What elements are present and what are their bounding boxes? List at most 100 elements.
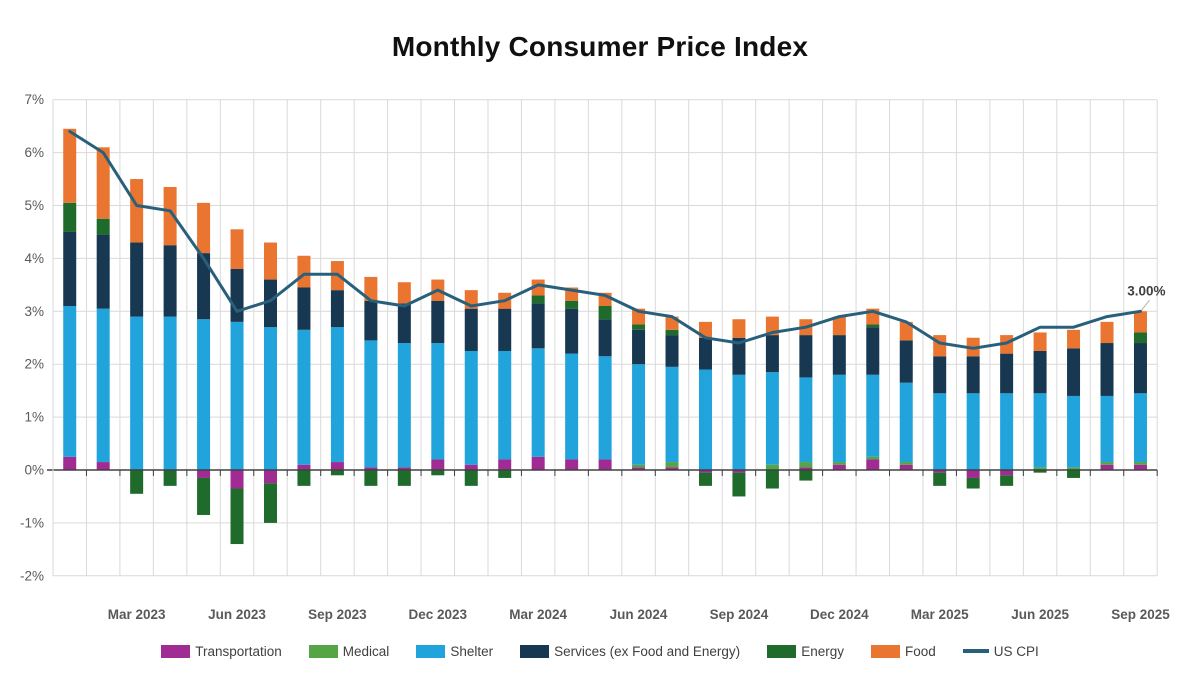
bar-apr-2025 xyxy=(966,337,980,489)
bar-jan-2024 xyxy=(464,290,478,486)
annotation-label: 3.00% xyxy=(1127,283,1165,298)
segment-food xyxy=(263,242,277,280)
legend-swatch-us-cpi xyxy=(962,649,989,653)
segment-services-ex-food-and-energy xyxy=(1000,353,1014,394)
segment-food xyxy=(230,229,244,269)
segment-food xyxy=(1033,332,1047,351)
y-tick-label: 5% xyxy=(24,198,44,213)
segment-services-ex-food-and-energy xyxy=(130,242,144,317)
segment-transportation xyxy=(933,470,947,473)
legend-item-services-ex-food-and-energy: Services (ex Food and Energy) xyxy=(520,644,740,659)
segment-transportation xyxy=(63,456,77,470)
segment-energy xyxy=(163,470,177,486)
segment-food xyxy=(1100,321,1114,344)
segment-food xyxy=(397,282,411,304)
segment-services-ex-food-and-energy xyxy=(866,327,880,375)
segment-transportation xyxy=(966,470,980,478)
bar-dec-2024 xyxy=(832,316,846,470)
legend-swatch-shelter xyxy=(416,644,446,658)
bar-mar-2024 xyxy=(531,279,545,470)
legend-label-shelter: Shelter xyxy=(450,643,494,659)
segment-shelter xyxy=(866,374,880,457)
segment-shelter xyxy=(498,350,512,460)
segment-energy xyxy=(565,300,579,309)
segment-shelter xyxy=(832,374,846,463)
y-tick-label: 3% xyxy=(24,304,44,319)
segment-energy xyxy=(364,470,378,486)
segment-services-ex-food-and-energy xyxy=(1033,350,1047,394)
x-tick-label: Sep 2024 xyxy=(710,607,769,622)
segment-transportation xyxy=(799,467,813,470)
bar-jul-2024 xyxy=(665,316,679,470)
legend-swatch-transportation xyxy=(161,644,191,658)
segment-shelter xyxy=(632,364,646,465)
segment-transportation xyxy=(96,462,110,470)
segment-energy xyxy=(498,470,512,478)
segment-services-ex-food-and-energy xyxy=(197,253,211,320)
segment-transportation xyxy=(832,464,846,470)
legend-item-food: Food xyxy=(870,644,936,659)
bar-feb-2024 xyxy=(498,292,512,478)
bar-feb-2023 xyxy=(96,147,110,470)
segment-shelter xyxy=(330,327,344,463)
legend-item-transportation: Transportation xyxy=(161,644,282,659)
segment-shelter xyxy=(698,369,712,470)
legend-label-services-ex-food-and-energy: Services (ex Food and Energy) xyxy=(554,643,741,659)
segment-shelter xyxy=(531,348,545,457)
segment-energy xyxy=(96,218,110,235)
legend-swatch-services-ex-food-and-energy xyxy=(520,644,550,658)
segment-medical xyxy=(899,462,913,465)
segment-transportation xyxy=(397,467,411,470)
segment-energy xyxy=(933,472,947,486)
segment-services-ex-food-and-energy xyxy=(832,335,846,375)
segment-medical xyxy=(1133,462,1147,465)
segment-shelter xyxy=(933,393,947,470)
segment-food xyxy=(531,279,545,296)
segment-services-ex-food-and-energy xyxy=(732,337,746,375)
segment-services-ex-food-and-energy xyxy=(565,308,579,354)
segment-shelter xyxy=(765,372,779,465)
y-tick-label: -1% xyxy=(20,515,44,530)
segment-transportation xyxy=(1133,464,1147,470)
legend-label-medical: Medical xyxy=(342,643,390,659)
bar-feb-2025 xyxy=(899,321,913,470)
bar-aug-2023 xyxy=(297,255,311,486)
segment-transportation xyxy=(197,470,211,478)
x-tick-label: Jun 2025 xyxy=(1011,607,1069,622)
segment-transportation xyxy=(665,467,679,470)
bar-dec-2023 xyxy=(431,279,445,476)
segment-services-ex-food-and-energy xyxy=(464,308,478,351)
segment-services-ex-food-and-energy xyxy=(665,335,679,367)
segment-energy xyxy=(63,202,77,232)
y-tick-label: 2% xyxy=(24,357,44,372)
segment-services-ex-food-and-energy xyxy=(263,279,277,328)
segment-services-ex-food-and-energy xyxy=(1100,343,1114,396)
segment-services-ex-food-and-energy xyxy=(163,245,177,317)
segment-energy xyxy=(1067,470,1081,478)
segment-shelter xyxy=(397,343,411,468)
segment-energy xyxy=(1133,332,1147,344)
legend-label-us-cpi: US CPI xyxy=(993,643,1039,659)
segment-services-ex-food-and-energy xyxy=(431,300,445,344)
segment-medical xyxy=(632,464,646,468)
segment-services-ex-food-and-energy xyxy=(1067,348,1081,396)
segment-shelter xyxy=(230,321,244,470)
segment-services-ex-food-and-energy xyxy=(933,356,947,394)
chart-legend: Transportation Medical Shelter Services (ex… xyxy=(0,640,1200,662)
segment-shelter xyxy=(1000,393,1014,470)
legend-swatch-medical xyxy=(308,644,338,658)
segment-food xyxy=(163,186,177,246)
segment-services-ex-food-and-energy xyxy=(330,290,344,328)
us-cpi-line xyxy=(68,129,1142,350)
segment-transportation xyxy=(531,456,545,470)
segment-services-ex-food-and-energy xyxy=(531,303,545,349)
bar-may-2025 xyxy=(1000,335,1014,486)
x-tick-label: Jun 2024 xyxy=(610,607,668,622)
y-tick-label: 7% xyxy=(24,92,44,107)
segment-services-ex-food-and-energy xyxy=(632,329,646,365)
segment-transportation xyxy=(330,462,344,470)
segment-food xyxy=(364,276,378,301)
segment-medical xyxy=(866,456,880,460)
segment-shelter xyxy=(1100,395,1114,463)
cpi-annotation: 3.00% xyxy=(1127,283,1165,311)
